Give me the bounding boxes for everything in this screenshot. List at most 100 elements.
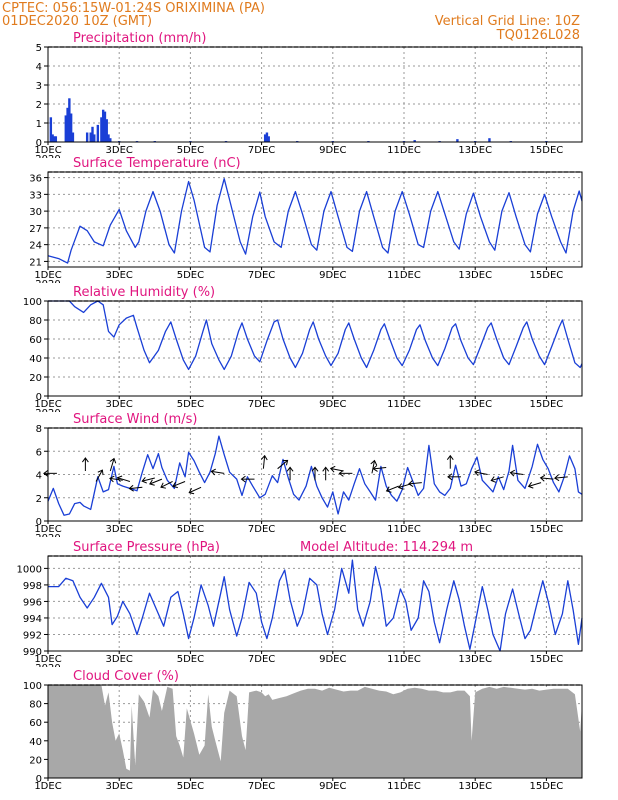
year-label: 2020: [35, 663, 60, 674]
x-tick-label: 3DEC: [106, 524, 133, 535]
y-tick-label: 60: [29, 718, 42, 729]
y-tick-label: 6: [36, 447, 42, 458]
panel-rh: 0 20 40 60 80 100 1DEC 3DEC 5DEC 7DEC 9DEC 11DEC 13D…: [23, 285, 583, 412]
x-tick-label: 9DEC: [319, 399, 346, 410]
wind-vector-head: [372, 465, 378, 472]
wind-vector-shaft: [95, 469, 103, 482]
x-tick-label: 5DEC: [177, 781, 204, 792]
x-tick-label: 13DEC: [458, 781, 492, 792]
wind-vector-arrow: [509, 469, 524, 477]
x-tick-label: 15DEC: [530, 270, 564, 281]
wind-vector-arrow: [311, 466, 319, 481]
station-header: CPTEC: 056:15W-01:24S ORIXIMINA (PA): [2, 1, 265, 16]
x-tick-label: 7DEC: [248, 654, 275, 665]
wind-vector-arrow: [338, 469, 353, 477]
x-tick-label: 5DEC: [177, 399, 204, 410]
precip-bar: [53, 136, 56, 142]
panel-title: Precipitation (mm/h): [73, 31, 206, 46]
wind-vector-arrow: [95, 469, 104, 482]
y-tick-label: 3: [36, 81, 42, 92]
wind-vector-arrow: [81, 457, 89, 472]
precip-bar: [105, 119, 108, 142]
y-tick-label: 60: [29, 335, 42, 346]
wind-vector-shaft: [371, 460, 375, 474]
precip-bar: [488, 138, 491, 142]
wind-vector-shaft: [528, 482, 542, 487]
x-tick-label: 9DEC: [319, 524, 346, 535]
wind-vector-head: [260, 454, 268, 461]
y-tick-label: 20: [29, 373, 42, 384]
x-tick-label: 11DEC: [387, 145, 421, 156]
precip-bar: [93, 134, 96, 142]
x-tick-label: 13DEC: [458, 270, 492, 281]
wind-vector-arrow: [149, 478, 163, 486]
x-tick-label: 1DEC: [34, 270, 61, 281]
wind-vector-head: [539, 474, 546, 482]
y-tick-label: 27: [29, 224, 42, 235]
wind-vector-head: [397, 483, 404, 490]
wind-vector-shaft: [386, 485, 399, 492]
wind-vector-shaft: [491, 476, 504, 482]
wind-vector-head: [322, 466, 330, 472]
x-tick-label: 11DEC: [387, 270, 421, 281]
y-tick-label: 100: [23, 297, 42, 308]
y-tick-label: 0: [36, 392, 42, 403]
wind-vector-shaft: [540, 477, 554, 480]
x-tick-label: 11DEC: [387, 781, 421, 792]
x-tick-label: 9DEC: [319, 781, 346, 792]
wind-vector-head: [128, 484, 134, 492]
wind-vector-head: [116, 475, 123, 483]
y-tick-label: 20: [29, 755, 42, 766]
wind-vector-shaft: [172, 481, 186, 487]
wind-vector-arrow: [539, 474, 554, 482]
wind-vector-arrow: [370, 459, 378, 474]
grid-line-note: Vertical Grid Line: 10Z: [435, 14, 580, 29]
wind-vector-head: [240, 475, 246, 483]
wind-vector-arrow: [372, 465, 387, 472]
y-tick-label: 80: [29, 700, 42, 711]
wind-vector-arrow: [109, 457, 117, 472]
wind-vector-arrow: [286, 466, 294, 481]
x-tick-label: 3DEC: [106, 399, 133, 410]
y-tick-label: 998: [23, 581, 42, 592]
run-date-header: 01DEC2020 10Z (GMT): [2, 14, 152, 29]
wind-vector-shaft: [129, 486, 143, 490]
precip-bar: [413, 140, 416, 142]
wind-vector-shaft: [277, 459, 288, 470]
y-tick-label: 5: [36, 43, 42, 54]
wind-vector-shaft: [373, 467, 387, 470]
wind-vector-head: [338, 469, 344, 477]
wind-vector-head: [408, 480, 414, 487]
wind-vector-head: [509, 469, 516, 477]
x-tick-label: 7DEC: [248, 270, 275, 281]
x-tick-label: 1DEC: [34, 654, 61, 665]
wind-vector-shaft: [109, 477, 123, 481]
panel-title: Relative Humidity (%): [73, 285, 215, 300]
x-tick-label: 5DEC: [177, 524, 204, 535]
x-tick-label: 13DEC: [458, 145, 492, 156]
y-tick-label: 2: [36, 100, 42, 111]
wind-vector-head: [553, 474, 560, 482]
y-tick-label: 4: [36, 62, 42, 73]
wind-vector-shaft: [262, 455, 266, 469]
wind-vector-head: [474, 469, 480, 477]
panel-wind: 0 2 4 6 8 1DEC 3DEC 5DEC 7DEC 9DEC 11DEC 13DEC 15DEC…: [34, 412, 583, 537]
chart-panels: 0 1 2 3 4 5 1DEC 3DEC 5DEC 7DEC 9DEC 11DEC 13DEC 15DE…: [17, 31, 583, 792]
wind-vector-arrow: [322, 466, 330, 481]
x-tick-label: 9DEC: [319, 654, 346, 665]
wind-vector-arrow: [128, 484, 143, 492]
wind-vector-head: [446, 454, 454, 460]
y-tick-label: 0: [36, 774, 42, 785]
y-tick-label: 40: [29, 354, 42, 365]
x-tick-label: 3DEC: [106, 781, 133, 792]
wind-vector-shaft: [474, 471, 488, 475]
wind-vector-head: [172, 481, 178, 489]
precip-bar: [265, 132, 269, 142]
precip-bar: [267, 136, 270, 142]
y-tick-label: 990: [23, 647, 42, 658]
year-label: 2020: [35, 154, 60, 165]
x-tick-label: 13DEC: [458, 654, 492, 665]
y-tick-label: 1000: [17, 564, 42, 575]
y-tick-label: 8: [36, 424, 42, 435]
